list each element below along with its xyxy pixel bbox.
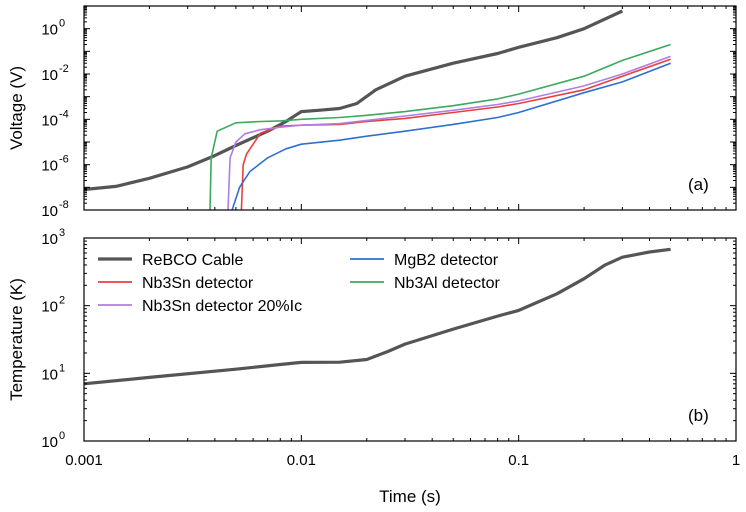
y-tick-exponent: -6 xyxy=(59,154,69,166)
y-tick-label: 10 0 xyxy=(41,430,65,451)
y-tick-label: 10 -8 xyxy=(41,199,68,220)
legend-label: ReBCO Cable xyxy=(142,252,243,269)
y-tick-base: 10 xyxy=(41,434,58,451)
series-line-nb3al-detector xyxy=(209,43,671,210)
y-tick-label: 10 3 xyxy=(41,227,65,248)
panel-b-plot-frame xyxy=(83,237,737,442)
legend-item: ReBCO Cable xyxy=(98,252,243,269)
series-line-nb3sn-detector-20-ic xyxy=(227,55,671,210)
y-tick-base: 10 xyxy=(41,366,58,383)
panel-b-x-ticks: 0.001 0.01 0.1 1 xyxy=(65,238,740,469)
panel-a-plot-frame xyxy=(83,5,737,211)
y-tick-exponent: -2 xyxy=(59,63,69,75)
legend-item: Nb3Sn detector 20%Ic xyxy=(98,298,302,315)
y-tick-base: 10 xyxy=(41,299,58,316)
y-tick-base: 10 xyxy=(41,203,58,220)
panel-b-series-group xyxy=(84,247,671,386)
y-tick-exponent: 3 xyxy=(59,227,65,239)
y-tick-base: 10 xyxy=(41,158,58,175)
y-tick-label: 10 -6 xyxy=(41,154,68,175)
legend-label: Nb3Sn detector 20%Ic xyxy=(142,298,302,315)
y-tick-exponent: -8 xyxy=(59,199,69,211)
panel-a-y-axis-label: Voltage (V) xyxy=(7,66,26,150)
y-tick-label: 10 2 xyxy=(41,295,65,316)
y-tick-exponent: 2 xyxy=(59,295,65,307)
y-tick-exponent: 0 xyxy=(59,430,65,442)
y-tick-base: 10 xyxy=(41,231,58,248)
y-tick-exponent: -4 xyxy=(59,108,69,120)
series-line-rebco-cable xyxy=(84,247,671,386)
y-tick-label: 10 1 xyxy=(41,362,65,383)
legend-label: Nb3Sn detector xyxy=(142,275,254,292)
panel-a-x-ticks xyxy=(83,6,737,210)
legend-item: Nb3Sn detector xyxy=(98,275,254,292)
legend-label: MgB2 detector xyxy=(394,252,499,269)
x-tick-label: 0.001 xyxy=(65,452,103,469)
y-tick-base: 10 xyxy=(41,67,58,84)
legend-item: Nb3Al detector xyxy=(350,275,501,292)
legend-item: MgB2 detector xyxy=(350,252,499,269)
x-tick-label: 0.1 xyxy=(508,452,529,469)
y-tick-exponent: 0 xyxy=(59,18,65,30)
panel-b-label: (b) xyxy=(688,406,709,425)
y-tick-label: 10 -4 xyxy=(41,108,68,129)
series-line-rebco-cable xyxy=(84,9,624,192)
legend: ReBCO Cable MgB2 detector Nb3Sn detector Nb… xyxy=(98,252,501,315)
legend-label: Nb3Al detector xyxy=(394,275,501,292)
series-line-nb3sn-detector xyxy=(240,58,671,210)
panel-a-label: (a) xyxy=(688,175,709,194)
x-tick-label: 1 xyxy=(732,452,740,469)
x-tick-label: 0.01 xyxy=(287,452,316,469)
series-line-mgb2-detector xyxy=(231,62,671,210)
panel-b-y-axis-label: Temperature (K) xyxy=(7,278,26,401)
y-tick-label: 10 -2 xyxy=(41,63,68,84)
y-tick-exponent: 1 xyxy=(59,362,65,374)
y-tick-label: 10 0 xyxy=(41,18,65,39)
panel-a-series-group xyxy=(84,9,671,210)
y-tick-base: 10 xyxy=(41,22,58,39)
y-tick-base: 10 xyxy=(41,112,58,129)
x-axis-label: Time (s) xyxy=(379,487,441,506)
